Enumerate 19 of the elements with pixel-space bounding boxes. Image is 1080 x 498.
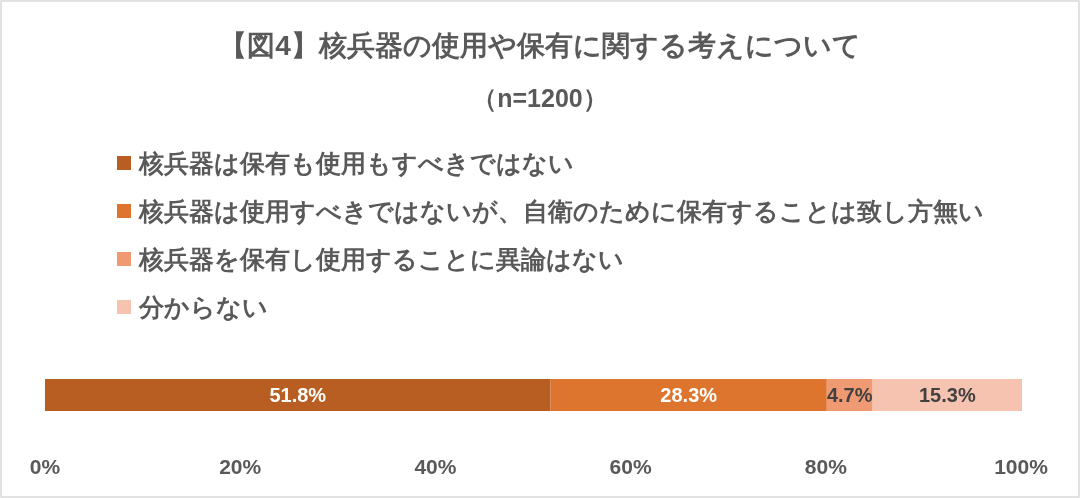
x-tick-label: 100% <box>994 454 1049 478</box>
data-label: 15.3% <box>918 384 976 406</box>
x-tick-label: 60% <box>609 454 652 478</box>
bar <box>45 379 551 411</box>
bar <box>872 379 1022 411</box>
legend-label: 核兵器は保有も使用もすべきではない <box>138 149 574 178</box>
x-tick-label: 20% <box>219 454 262 478</box>
bar <box>550 379 827 411</box>
legend-label: 分からない <box>138 293 268 321</box>
x-tick-label: 40% <box>414 454 457 478</box>
legend-label: 核兵器を保有し使用することに異論はない <box>138 245 624 274</box>
chart-title: 【図4】核兵器の使用や保有に関する考えについて <box>219 30 861 61</box>
legend-label: 核兵器は使用すべきではないが、自衛のために保有することは致し方無い <box>138 197 984 226</box>
chart-subtitle: （n=1200） <box>472 84 608 112</box>
x-tick-label: 80% <box>804 454 848 478</box>
data-label: 28.3% <box>660 384 718 406</box>
data-label: 51.8% <box>269 384 327 406</box>
x-tick-label: 0% <box>29 454 61 478</box>
data-label: 4.7% <box>826 384 873 406</box>
